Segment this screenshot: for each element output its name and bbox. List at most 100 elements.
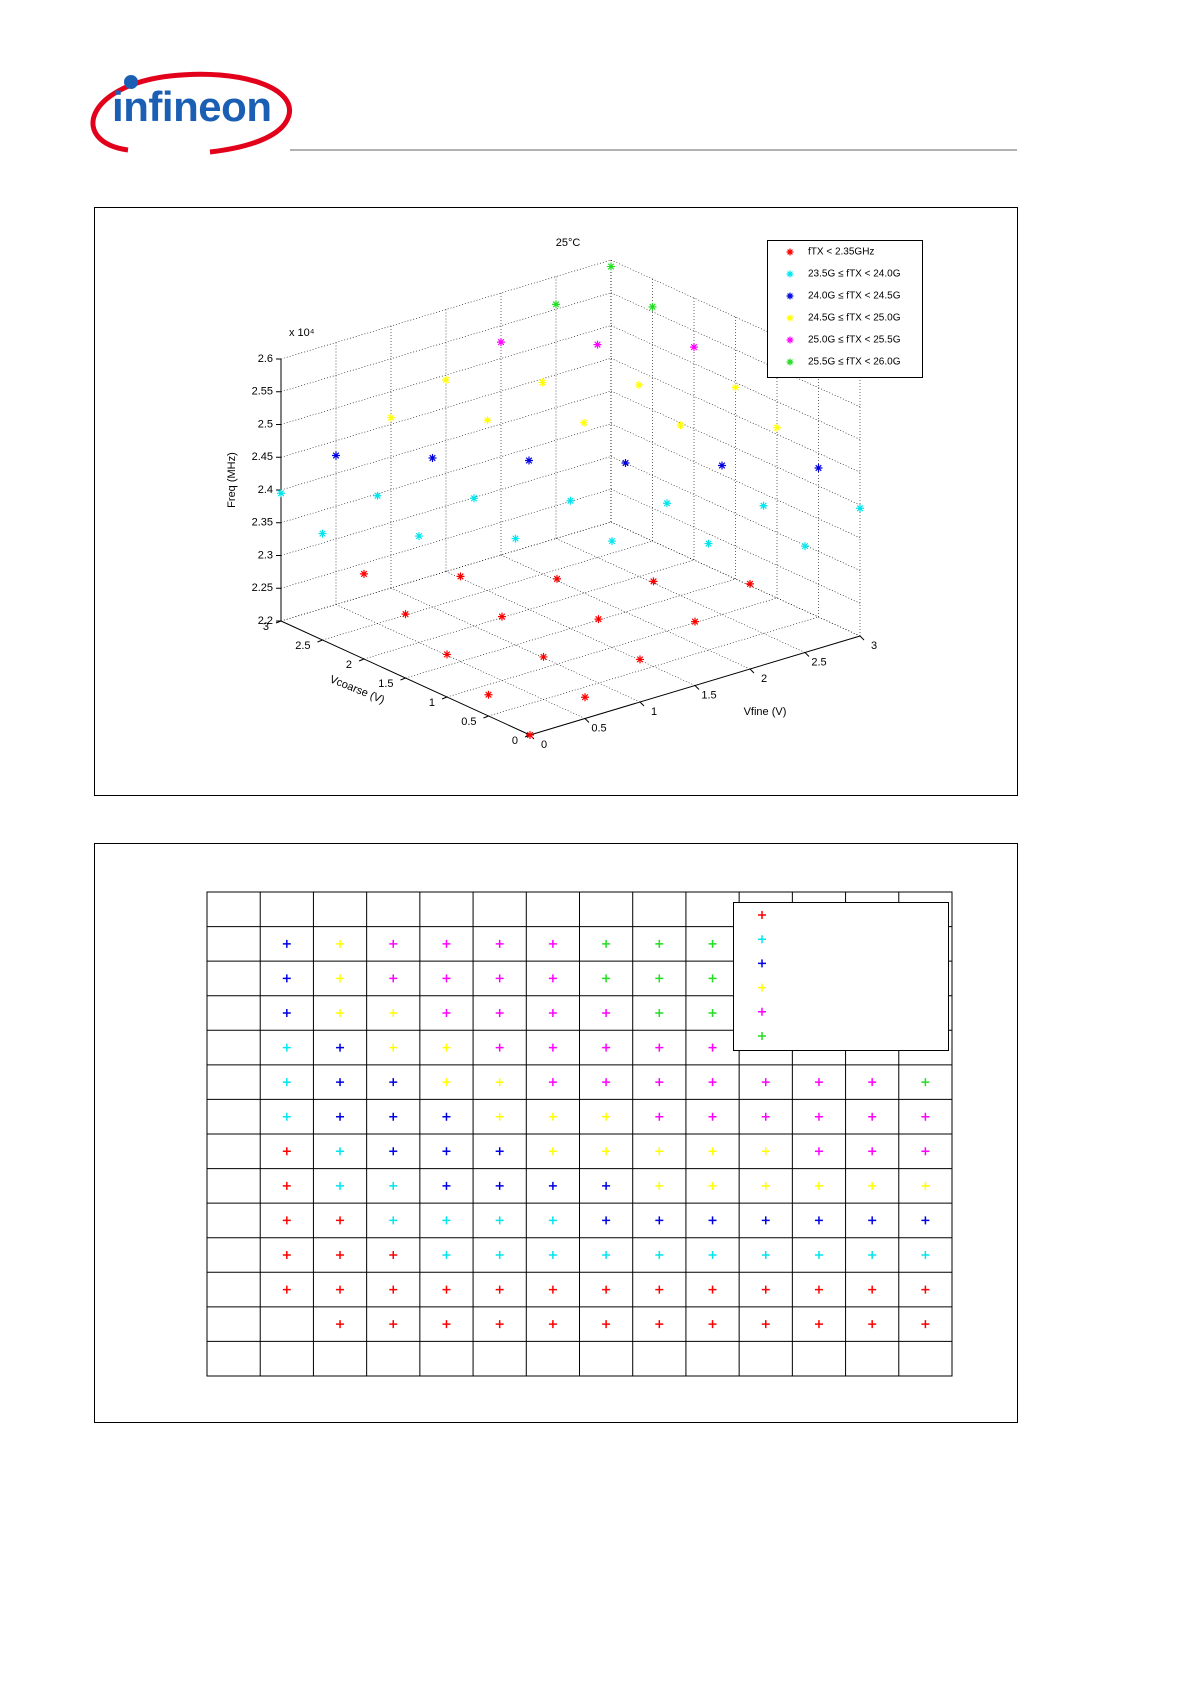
data-point — [442, 1009, 451, 1017]
figure-frame — [94, 207, 1018, 796]
tick-mark — [859, 635, 865, 641]
data-point — [921, 1181, 930, 1190]
legend-marker — [758, 911, 766, 919]
data-point — [336, 974, 345, 983]
data-point — [336, 1009, 345, 1017]
data-point — [282, 1147, 291, 1156]
data-point — [282, 1078, 291, 1087]
data-point — [552, 300, 560, 309]
legend-label: 25.5G ≤ fTX < 26.0G — [808, 357, 901, 368]
data-point — [602, 1112, 611, 1121]
data-point — [495, 1078, 504, 1087]
data-point — [442, 1216, 451, 1225]
data-point — [655, 1043, 664, 1052]
data-point — [921, 1112, 930, 1121]
data-point — [415, 532, 423, 541]
data-point — [373, 491, 382, 500]
data-point — [608, 537, 616, 546]
legend-marker — [758, 1032, 766, 1040]
z-tick-label: 2.55 — [252, 386, 273, 398]
data-point — [761, 1181, 770, 1190]
data-point — [655, 939, 664, 948]
data-point — [442, 1147, 451, 1156]
data-point — [655, 1147, 664, 1156]
legend-marker — [758, 935, 766, 944]
data-point — [336, 1043, 345, 1052]
y-tick-label: 1.5 — [378, 678, 393, 690]
grid-line — [500, 554, 751, 670]
data-point — [814, 1147, 823, 1156]
data-point — [495, 1320, 504, 1329]
data-point — [498, 612, 506, 621]
data-point — [814, 1181, 823, 1190]
tick-mark — [400, 677, 406, 681]
grid-line — [610, 521, 861, 637]
grid-line — [610, 390, 861, 506]
grid-line — [405, 578, 736, 679]
x-tick-label: 2 — [761, 673, 767, 685]
data-point — [708, 974, 717, 983]
data-point — [708, 1147, 717, 1156]
data-point — [691, 617, 699, 626]
data-point — [921, 1320, 930, 1329]
data-point — [655, 1285, 664, 1294]
data-point — [602, 1251, 611, 1259]
grid-line — [280, 325, 612, 425]
data-point — [495, 1009, 504, 1017]
data-point — [483, 416, 492, 425]
data-point — [814, 463, 823, 472]
legend-marker — [786, 358, 794, 366]
data-point — [526, 731, 534, 739]
grid-line — [610, 423, 861, 539]
data-point — [336, 1112, 345, 1121]
grid-line — [280, 292, 612, 393]
legend-label: 25.0G ≤ fTX < 25.5G — [808, 335, 901, 346]
z-tick-label: 2.25 — [252, 582, 273, 594]
data-point — [495, 1043, 504, 1052]
data-point — [731, 383, 740, 392]
data-point — [336, 1285, 345, 1294]
y-tick-label: 3 — [263, 621, 269, 633]
data-point — [336, 1320, 345, 1329]
grid-line — [280, 423, 612, 524]
data-point — [548, 1078, 557, 1087]
data-point — [539, 652, 548, 661]
data-point — [389, 1320, 398, 1329]
data-point — [336, 1181, 345, 1190]
data-point — [389, 1078, 398, 1087]
data-point — [548, 1147, 557, 1156]
legend-box — [733, 902, 949, 1051]
data-point — [602, 1043, 611, 1052]
x-tick-label: 2.5 — [811, 656, 826, 668]
data-point — [495, 974, 504, 983]
data-point — [282, 1181, 291, 1190]
legend-label: 24.5G ≤ fTX < 25.0G — [808, 313, 901, 324]
data-point — [495, 939, 504, 948]
z-tick-label: 2.6 — [258, 353, 273, 365]
data-point — [761, 1078, 770, 1087]
data-point — [814, 1251, 823, 1259]
data-point — [602, 1285, 611, 1294]
data-point — [495, 1216, 504, 1225]
data-point — [856, 504, 864, 513]
data-point — [497, 338, 505, 347]
data-point — [602, 974, 611, 983]
data-point — [708, 1043, 717, 1052]
data-point — [708, 1320, 717, 1329]
x-tick-label: 0.5 — [591, 722, 606, 734]
grid-line — [445, 571, 696, 686]
data-point — [746, 579, 754, 588]
data-point — [389, 1216, 398, 1225]
legend-label: 23.5G ≤ fTX < 24.0G — [808, 269, 901, 280]
data-point — [389, 1181, 398, 1190]
data-point — [708, 1181, 717, 1190]
data-point — [548, 974, 557, 983]
data-point — [594, 615, 603, 624]
data-point — [593, 340, 602, 349]
data-point — [602, 1078, 611, 1087]
data-point — [538, 378, 547, 387]
y-tick-label: 1 — [429, 697, 435, 709]
data-point — [814, 1320, 823, 1329]
grid-line — [610, 488, 861, 604]
data-point — [921, 1216, 930, 1225]
